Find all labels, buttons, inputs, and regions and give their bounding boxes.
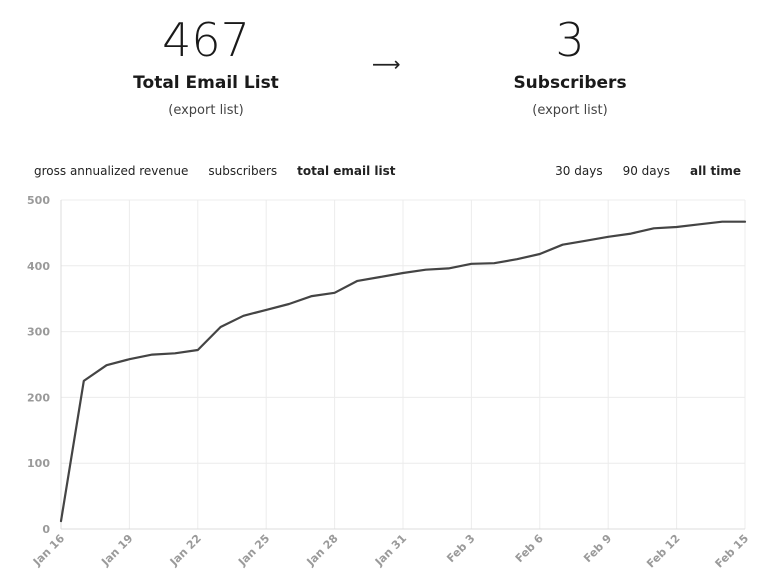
y-tick-label: 0 <box>42 523 50 536</box>
subscribers-value: 3 <box>555 13 585 67</box>
y-tick-label: 100 <box>27 457 50 470</box>
tab-gross-annualized-revenue[interactable]: gross annualized revenue <box>34 164 189 178</box>
tab-all-time[interactable]: all time <box>690 164 741 178</box>
subscribers-label: Subscribers <box>513 73 627 93</box>
x-tick-label: Jan 19 <box>98 532 135 569</box>
x-tick-label: Feb 15 <box>713 532 752 571</box>
total-email-list-stat: 467 Total Email List (export list) <box>86 12 326 120</box>
x-tick-label: Jan 25 <box>235 532 272 569</box>
y-tick-label: 200 <box>27 391 50 404</box>
tab-subscribers[interactable]: subscribers <box>208 164 278 178</box>
x-tick-label: Feb 12 <box>644 532 683 571</box>
range-tabs: 30 days 90 days all time <box>535 164 741 178</box>
total-email-list-value: 467 <box>162 13 250 67</box>
y-tick-label: 400 <box>27 260 50 273</box>
metric-tabs: gross annualized revenue subscribers tot… <box>34 164 416 178</box>
total-email-list-label: Total Email List <box>133 73 279 93</box>
subscribers-stat: 3 Subscribers (export list) <box>450 12 690 120</box>
x-tick-label: Feb 6 <box>513 532 546 565</box>
x-tick-label: Feb 3 <box>444 532 477 565</box>
x-tick-label: Jan 22 <box>167 532 204 569</box>
x-tick-label: Jan 28 <box>304 532 341 569</box>
export-email-list-link[interactable]: (export list) <box>168 103 244 118</box>
export-subscribers-link[interactable]: (export list) <box>532 103 608 118</box>
x-tick-label: Feb 9 <box>581 532 614 565</box>
x-tick-label: Jan 16 <box>30 532 67 569</box>
tab-30-days[interactable]: 30 days <box>555 164 603 178</box>
series-line <box>59 220 747 523</box>
y-tick-label: 500 <box>27 194 50 207</box>
tab-90-days[interactable]: 90 days <box>622 164 670 178</box>
y-tick-label: 300 <box>27 326 50 339</box>
arrow-right-icon: ⟶ <box>372 52 401 76</box>
x-tick-label: Jan 31 <box>372 532 409 569</box>
tab-total-email-list[interactable]: total email list <box>297 164 396 178</box>
total-email-list-chart: 0 100 200 300 400 500 Jan 16 Jan 19 Jan 22 Jan 25… <box>27 194 752 571</box>
